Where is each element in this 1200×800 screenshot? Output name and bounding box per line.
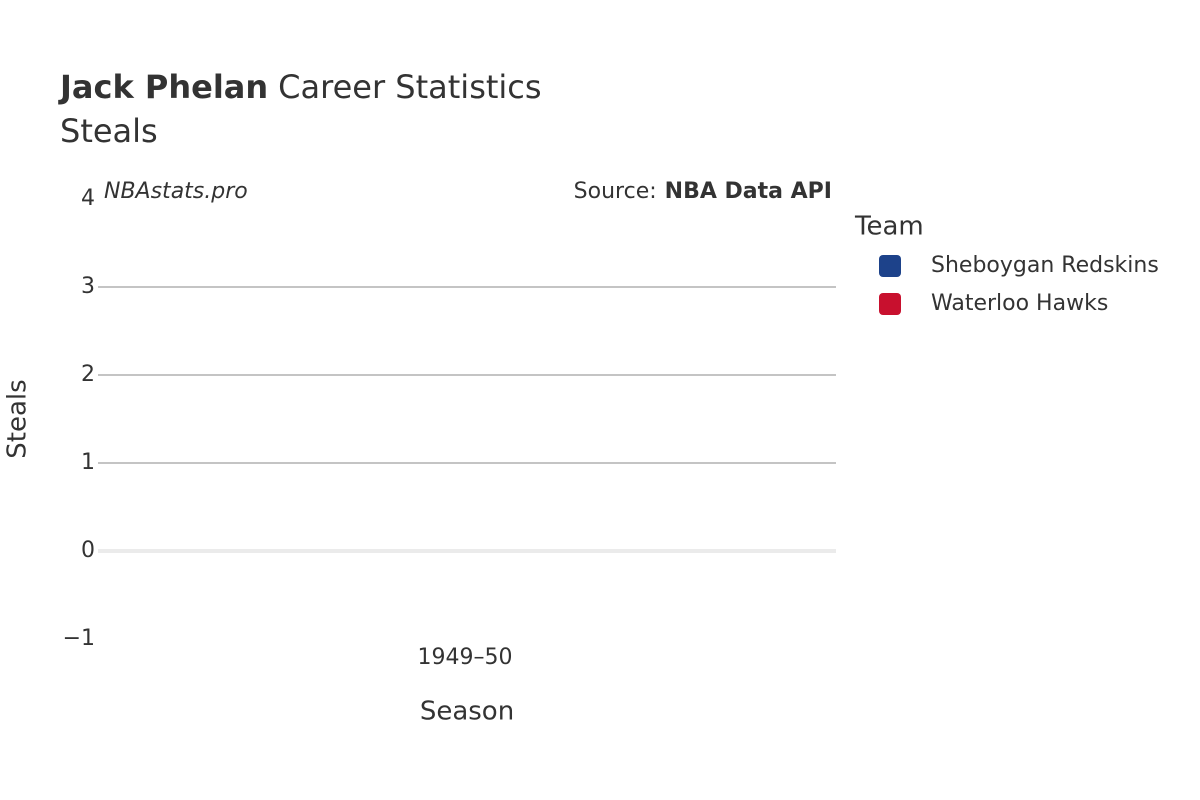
legend-marker: [879, 293, 901, 315]
source-label: Source:: [574, 179, 657, 204]
legend-label: Sheboygan Redskins: [931, 253, 1159, 278]
y-tick-label: 3: [81, 274, 95, 299]
y-axis-title: Steals: [3, 379, 33, 458]
watermark: NBAstats.pro: [104, 179, 248, 204]
y-tick-label: −1: [63, 626, 95, 651]
x-tick-label: 1949–50: [418, 645, 513, 670]
source-name: NBA Data API: [665, 179, 832, 204]
y-tick-label: 2: [81, 362, 95, 387]
legend-title: Team: [854, 212, 924, 242]
x-axis-title: Season: [420, 697, 514, 727]
legend-label: Waterloo Hawks: [931, 291, 1108, 316]
y-tick-label: 0: [81, 538, 95, 563]
legend-marker: [879, 255, 901, 277]
chart-subtitle: Steals: [60, 112, 158, 150]
chart-title: Jack Phelan Career Statistics: [58, 68, 542, 106]
source: Source: NBA Data API: [574, 179, 832, 204]
title-rest: Career Statistics: [278, 68, 541, 106]
y-tick-label: 1: [81, 450, 95, 475]
title-name: Jack Phelan: [58, 68, 268, 106]
y-tick-label: 4: [81, 186, 95, 211]
